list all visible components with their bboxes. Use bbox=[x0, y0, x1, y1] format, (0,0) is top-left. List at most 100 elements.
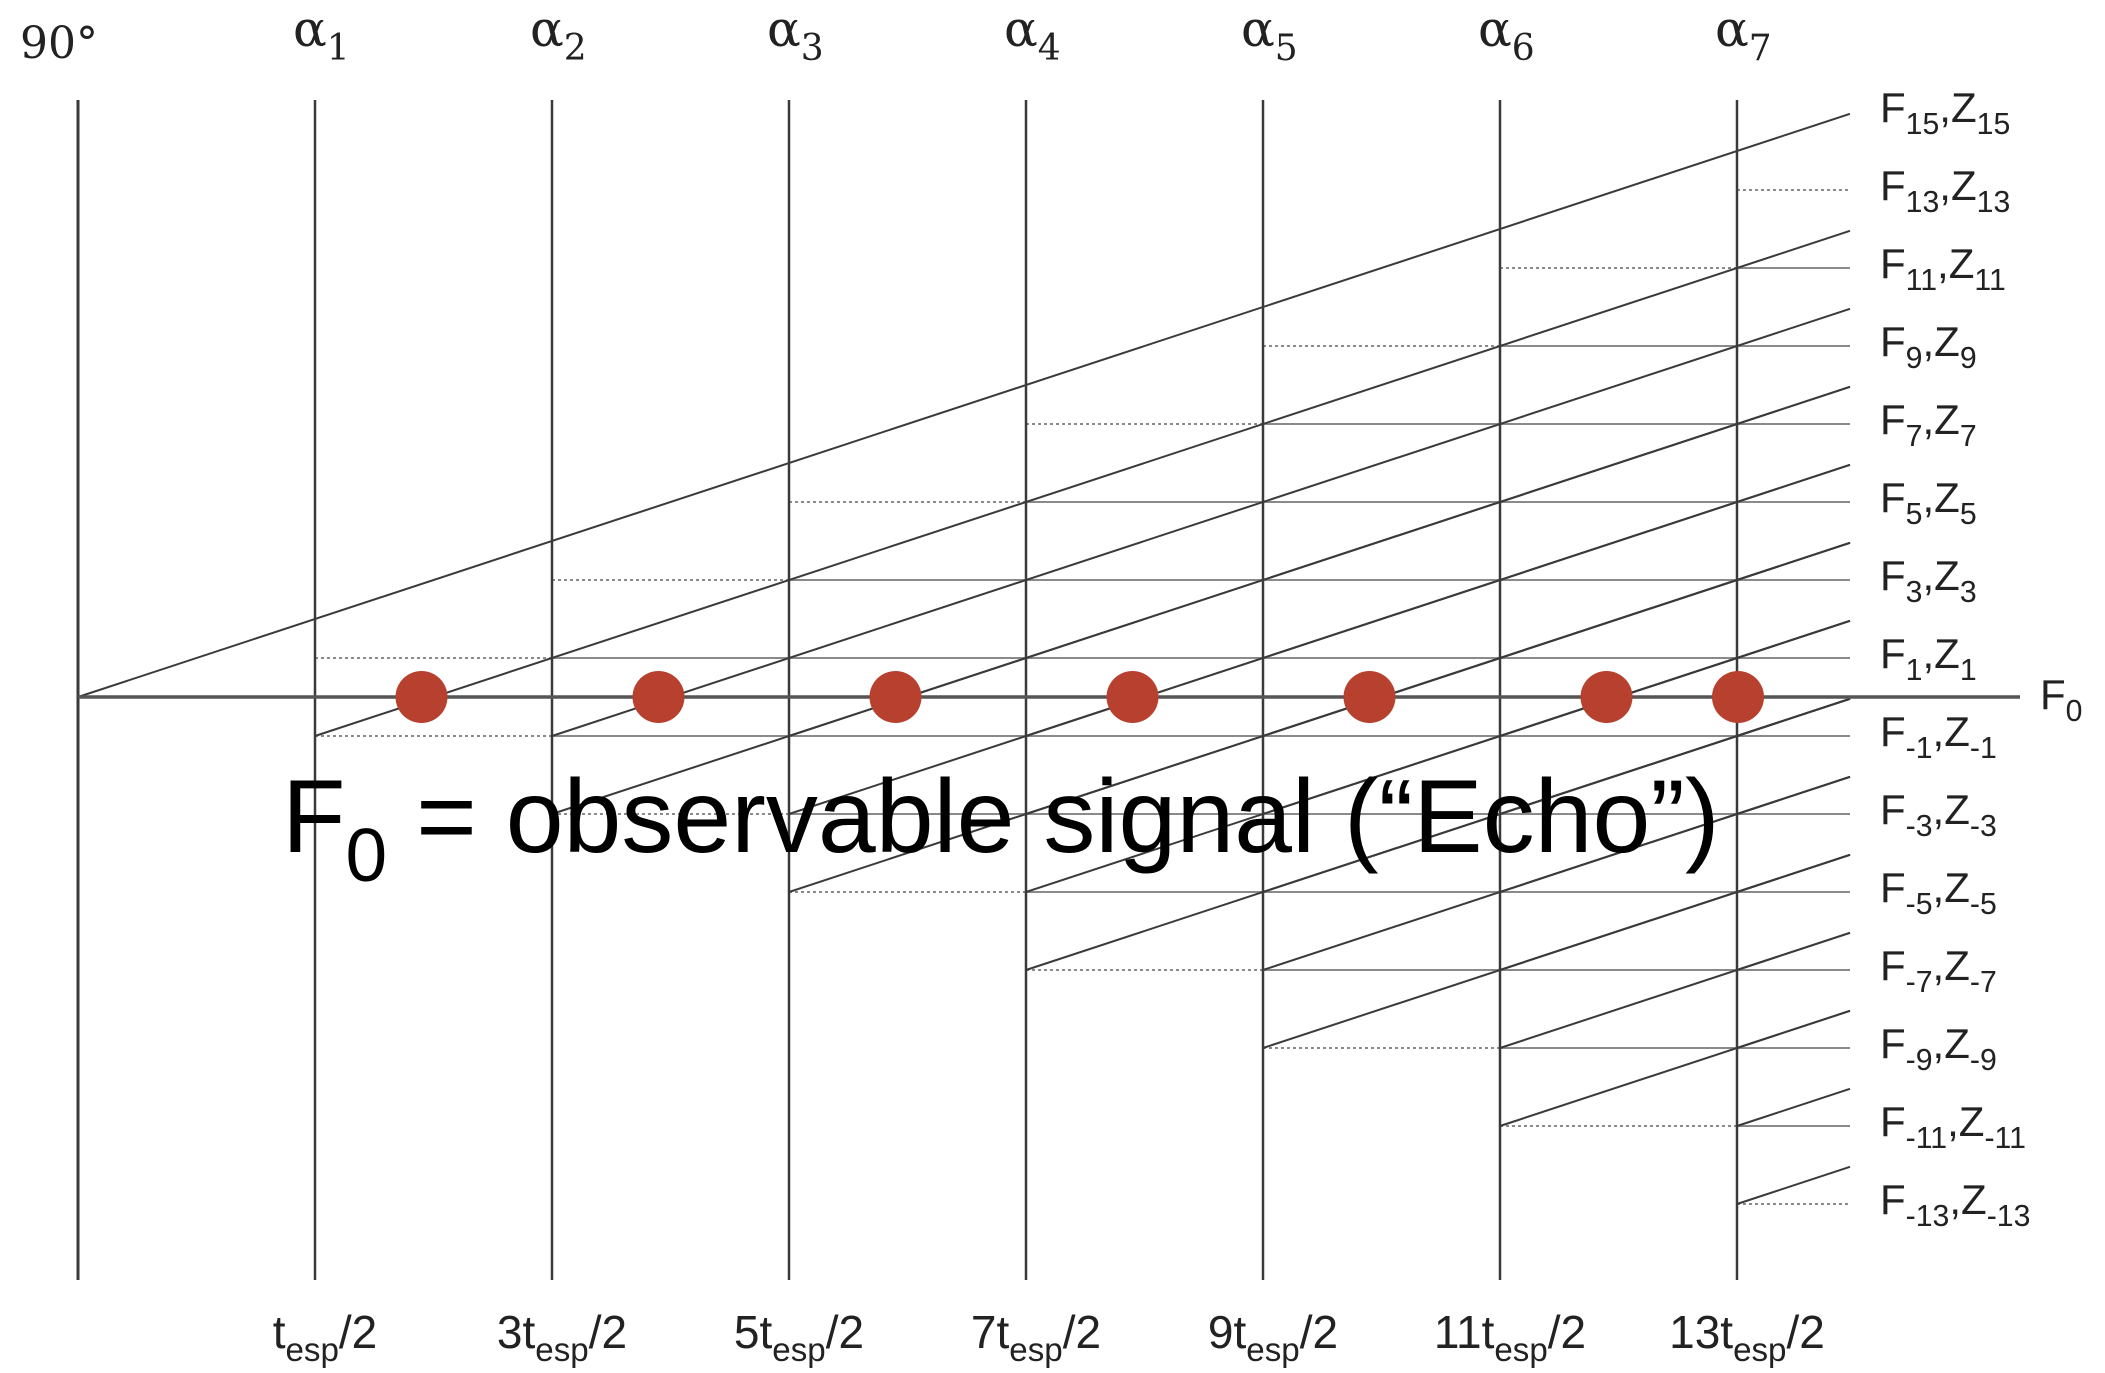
state-label: F-3,Z-3 bbox=[1880, 786, 1997, 843]
subscript: -9 bbox=[1970, 1044, 1997, 1077]
subscript: 11 bbox=[1906, 264, 1937, 297]
subscript: 7 bbox=[1749, 28, 1772, 69]
text-span: /2 bbox=[1300, 1306, 1338, 1358]
state-label: F-7,Z-7 bbox=[1880, 942, 1997, 999]
text-span: F bbox=[1880, 1176, 1906, 1223]
state-label: F11,Z11 bbox=[1880, 240, 2006, 297]
state-label: F1,Z1 bbox=[1880, 630, 1977, 687]
subscript: -11 bbox=[1906, 1122, 1947, 1155]
text-span: 7t bbox=[971, 1306, 1010, 1358]
text-span: F bbox=[1880, 162, 1906, 209]
subscript: esp bbox=[1733, 1332, 1786, 1369]
text-span: α bbox=[1004, 0, 1038, 58]
subscript: 4 bbox=[1038, 28, 1061, 69]
time-label: 9tesp/2 bbox=[1208, 1306, 1338, 1369]
subscript: 1 bbox=[1906, 654, 1923, 687]
text-span: ,Z bbox=[1922, 630, 1959, 677]
text-span: 11t bbox=[1434, 1306, 1495, 1358]
text-span: 9t bbox=[1208, 1306, 1247, 1358]
text-span: α bbox=[530, 0, 564, 58]
subscript: 13 bbox=[1977, 186, 2011, 219]
text-span: ,Z bbox=[1922, 474, 1959, 521]
subscript: 11 bbox=[1974, 264, 2005, 297]
text-span: 13t bbox=[1669, 1306, 1733, 1358]
subscript: -13 bbox=[1906, 1200, 1950, 1233]
dephasing-line bbox=[77, 112, 1851, 698]
subscript: 1 bbox=[1960, 654, 1977, 687]
text-span: ,Z bbox=[1933, 1020, 1970, 1067]
time-label: 7tesp/2 bbox=[971, 1306, 1101, 1369]
subscript: esp bbox=[772, 1332, 825, 1369]
subscript: 9 bbox=[1906, 342, 1923, 375]
pulse-label: α6 bbox=[1478, 0, 1535, 69]
dephasing-line bbox=[314, 229, 1851, 737]
text-span: F bbox=[1880, 786, 1906, 833]
text-span: F bbox=[2040, 671, 2066, 718]
dephasing-line bbox=[1736, 1165, 1851, 1205]
echo-dots bbox=[395, 671, 1764, 723]
subscript: -5 bbox=[1970, 888, 1997, 921]
text-span: F bbox=[1880, 864, 1906, 911]
state-label: F-11,Z-11 bbox=[1880, 1098, 2026, 1155]
dephasing-line bbox=[1736, 775, 1851, 815]
text-span: ,Z bbox=[1922, 318, 1959, 365]
dephasing-line bbox=[1736, 1087, 1851, 1127]
dephasing-lines bbox=[77, 112, 1851, 1205]
subscript: 1 bbox=[327, 28, 350, 69]
text-span: F bbox=[1880, 1098, 1906, 1145]
state-label: F-5,Z-5 bbox=[1880, 864, 1997, 921]
text-span: α bbox=[293, 0, 327, 58]
state-label: F-9,Z-9 bbox=[1880, 1020, 1997, 1077]
subscript: -13 bbox=[1987, 1200, 2031, 1233]
time-label: 5tesp/2 bbox=[734, 1306, 864, 1369]
subscript: -3 bbox=[1970, 810, 1997, 843]
dephasing-line bbox=[551, 307, 1851, 737]
subscript: -7 bbox=[1970, 966, 1997, 999]
subscript: 5 bbox=[1960, 498, 1977, 531]
text-span: F bbox=[282, 759, 346, 875]
time-label: 11tesp/2 bbox=[1434, 1306, 1586, 1369]
pulse-lines bbox=[76, 100, 1739, 1280]
text-span: 3t bbox=[497, 1306, 536, 1358]
dephasing-line bbox=[1736, 853, 1851, 893]
subscript: 0 bbox=[2066, 695, 2083, 728]
echo-dot bbox=[632, 671, 685, 723]
time-label: 3tesp/2 bbox=[497, 1306, 627, 1369]
echo-dot bbox=[1106, 671, 1159, 723]
subscript: 5 bbox=[1275, 28, 1298, 69]
pulse-label: α1 bbox=[293, 0, 350, 69]
echo-dot bbox=[1580, 671, 1633, 723]
text-span: t bbox=[273, 1306, 286, 1358]
subscript: -7 bbox=[1906, 966, 1933, 999]
subscript: 7 bbox=[1906, 420, 1923, 453]
text-span: /2 bbox=[1786, 1306, 1824, 1358]
text-span: ,Z bbox=[1937, 240, 1974, 287]
dephasing-line bbox=[1025, 463, 1851, 737]
dotted-state-lines bbox=[315, 189, 1850, 1205]
echo-caption: F0 = observable signal (“Echo”) bbox=[282, 759, 1720, 897]
pulse-label: α4 bbox=[1004, 0, 1061, 69]
subscript: esp bbox=[286, 1332, 339, 1369]
subscript: esp bbox=[1246, 1332, 1299, 1369]
pulse-label: α5 bbox=[1241, 0, 1298, 69]
subscript: esp bbox=[535, 1332, 588, 1369]
text-span: 5t bbox=[734, 1306, 773, 1358]
pulse-label: α2 bbox=[530, 0, 587, 69]
subscript: 3 bbox=[1906, 576, 1923, 609]
text-span: /2 bbox=[1063, 1306, 1101, 1358]
subscript: 6 bbox=[1512, 28, 1535, 69]
subscript: -3 bbox=[1906, 810, 1933, 843]
state-label: F9,Z9 bbox=[1880, 318, 1977, 375]
time-label: tesp/2 bbox=[273, 1306, 378, 1369]
subscript: 5 bbox=[1906, 498, 1923, 531]
text-span: α bbox=[1478, 0, 1512, 58]
text-span: ,Z bbox=[1939, 84, 1976, 131]
text-span: ,Z bbox=[1922, 552, 1959, 599]
subscript: 13 bbox=[1906, 186, 1940, 219]
subscript: 3 bbox=[1960, 576, 1977, 609]
text-span: ,Z bbox=[1933, 864, 1970, 911]
echo-dot bbox=[869, 671, 922, 723]
subscript: 3 bbox=[801, 28, 824, 69]
dephasing-line bbox=[1736, 697, 1851, 737]
text-span: /2 bbox=[826, 1306, 864, 1358]
